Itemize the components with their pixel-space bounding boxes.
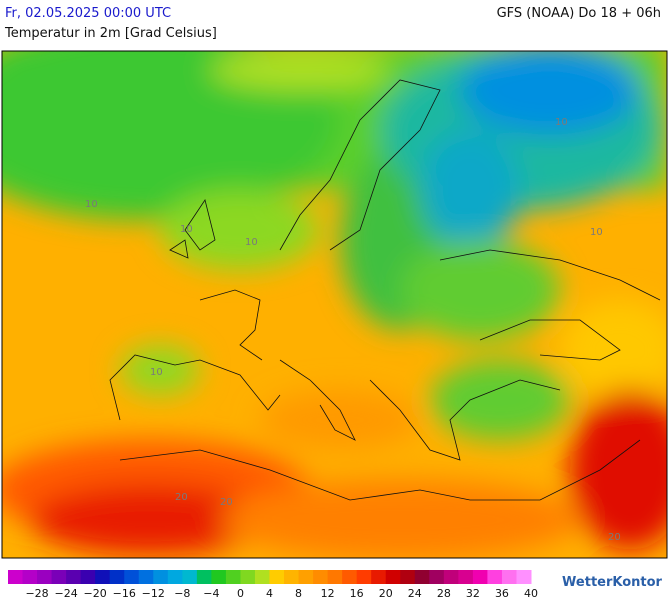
legend-swatch [472, 570, 488, 584]
legend-label: 32 [466, 587, 480, 600]
legend-swatch [269, 570, 285, 584]
brand-logo: WetterKontor [562, 575, 663, 590]
legend-label: −20 [84, 587, 107, 600]
legend-label: 12 [321, 587, 335, 600]
legend-swatch [414, 570, 430, 584]
contour-label: 10 [85, 199, 98, 210]
legend-swatch [22, 570, 38, 584]
legend-label: −16 [113, 587, 136, 600]
legend-label: 16 [350, 587, 364, 600]
contour-label: 20 [175, 492, 188, 503]
legend-swatch [371, 570, 387, 584]
legend-label: 40 [524, 587, 538, 600]
legend-swatch [80, 570, 96, 584]
legend-label: −12 [142, 587, 165, 600]
legend-swatch [153, 570, 169, 584]
legend-swatch [298, 570, 314, 584]
legend-swatch [95, 570, 111, 584]
legend-swatch [284, 570, 300, 584]
legend-swatch [313, 570, 329, 584]
legend-swatch [342, 570, 358, 584]
legend-label: 4 [266, 587, 273, 600]
contour-label: 10 [150, 367, 163, 378]
contour-label: 10 [245, 237, 258, 248]
legend-swatch [66, 570, 82, 584]
legend-swatch [37, 570, 53, 584]
valid-time: Fr, 02.05.2025 00:00 UTC [5, 6, 172, 21]
legend-swatch [124, 570, 140, 584]
legend-swatch [254, 570, 270, 584]
legend-swatch [429, 570, 445, 584]
legend-swatch [385, 570, 401, 584]
legend-swatch [8, 570, 24, 584]
legend-swatch [225, 570, 241, 584]
legend-label: 0 [237, 587, 244, 600]
legend-swatch [458, 570, 474, 584]
legend-swatch [109, 570, 125, 584]
legend-swatch [356, 570, 372, 584]
legend-swatch [51, 570, 67, 584]
legend-label: 36 [495, 587, 509, 600]
coastlines [109, 79, 661, 501]
legend-swatch [501, 570, 517, 584]
legend-swatch [182, 570, 198, 584]
contour-label: 10 [555, 117, 568, 128]
legend-label: 24 [408, 587, 422, 600]
legend-swatch [196, 570, 212, 584]
contour-label: 20 [220, 497, 233, 508]
legend-label: −24 [55, 587, 78, 600]
contour-label: 10 [180, 224, 193, 235]
legend-label: −4 [203, 587, 219, 600]
contour-label: 10 [590, 227, 603, 238]
legend-label: −28 [25, 587, 48, 600]
temperature-field: 10 10 10 10 10 10 20 20 20 [2, 51, 667, 558]
contour-label: 20 [608, 532, 621, 543]
map-frame [1, 50, 668, 559]
legend-swatch [443, 570, 459, 584]
legend-swatch [400, 570, 416, 584]
legend-label: 8 [295, 587, 302, 600]
legend-label: 28 [437, 587, 451, 600]
legend-label: −8 [174, 587, 190, 600]
legend-swatch [487, 570, 503, 584]
legend-swatch [516, 570, 532, 584]
legend-swatch [211, 570, 227, 584]
legend-label: 20 [379, 587, 393, 600]
color-legend: −28 −24 −20 −16 −12 −8 −4 0 4 8 12 16 20 24 28 32 36 40 [8, 570, 538, 600]
legend-swatch [167, 570, 183, 584]
legend-swatch [327, 570, 343, 584]
legend-swatch [240, 570, 256, 584]
model-run: GFS (NOAA) Do 18 + 06h [496, 6, 661, 21]
legend-swatch [138, 570, 154, 584]
parameter: Temperatur in 2m [Grad Celsius] [5, 26, 217, 41]
